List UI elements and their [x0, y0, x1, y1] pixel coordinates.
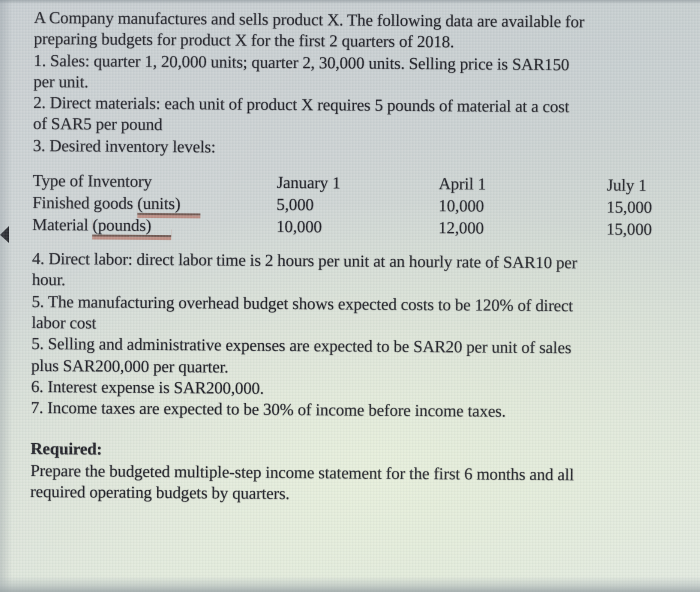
cell-value: 15,000 [606, 197, 653, 217]
cell-value: 10,000 [276, 216, 322, 237]
problem-statement: A Company manufactures and sells product… [30, 7, 684, 507]
left-edge-triangle-icon [0, 226, 9, 243]
row-label-finished-goods: Finished goods (units) [32, 192, 201, 216]
row-label-material: Material (pounds) [32, 214, 172, 238]
left-edge-shadow [0, 0, 12, 592]
intro-line: 3. Desired inventory levels: [32, 135, 216, 157]
required-line: required operating budgets by quarters. [30, 482, 290, 504]
row-label-text: Finished goods [32, 193, 138, 213]
cell-value: 12,000 [438, 218, 484, 238]
table-header-type: Type of Inventory [32, 171, 152, 192]
table-header-july: July 1 [606, 175, 647, 195]
cell-value: 5,000 [276, 194, 314, 215]
underlined-pounds-label: (pounds) [92, 215, 172, 238]
row-label-text: Material [32, 215, 93, 235]
item-line: 7. Income taxes are expected to be 30% o… [30, 398, 506, 421]
cell-value: 15,000 [606, 219, 652, 239]
table-header-january: January 1 [276, 172, 341, 193]
required-section: Required: Prepare the budgeted multiple-… [30, 438, 680, 507]
table-header-april: April 1 [438, 174, 487, 194]
cell-value: 10,000 [438, 196, 485, 216]
table-row: Material (pounds) 10,000 12,000 15,000 [32, 214, 682, 241]
bottom-edge-strip [0, 576, 700, 592]
inventory-table: Type of Inventory January 1 April 1 July… [32, 170, 682, 241]
underlined-units-label: (units) [137, 193, 201, 216]
top-edge-shadow [0, 0, 700, 4]
